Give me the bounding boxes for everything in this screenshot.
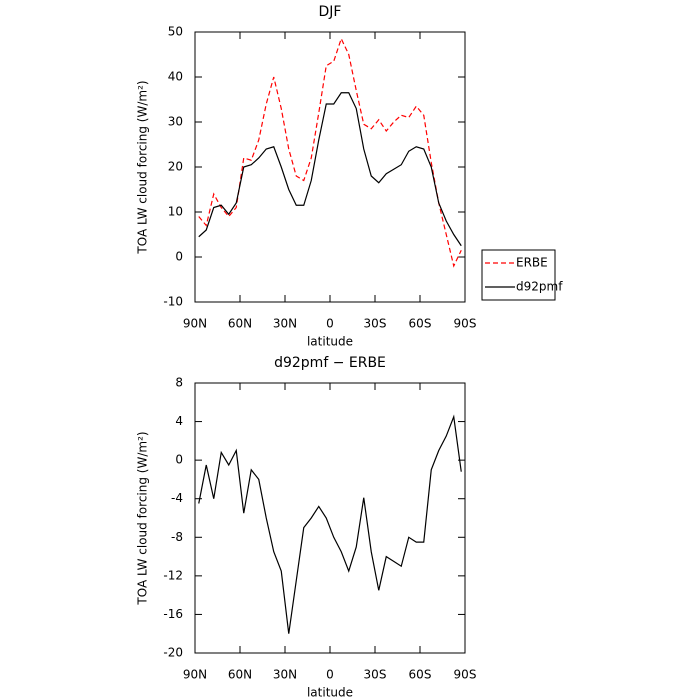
y-tick-label: -12 <box>163 568 183 582</box>
y-tick-label: 10 <box>168 205 183 219</box>
data-line <box>198 92 462 247</box>
y-tick-label: 8 <box>175 376 183 390</box>
x-tick-label: 30S <box>364 668 387 682</box>
x-tick-label: 60N <box>228 317 252 331</box>
plot-frame <box>194 31 466 303</box>
y-tick-label: -4 <box>171 491 183 505</box>
y-tick-label: 0 <box>175 250 183 264</box>
plot-frame <box>194 382 466 654</box>
x-tick-label: 90N <box>183 668 207 682</box>
legend-box <box>481 249 556 301</box>
y-tick-label: 4 <box>175 414 183 428</box>
x-tick-label: 60S <box>409 668 432 682</box>
y-tick-label: 30 <box>168 115 183 129</box>
y-tick-label: -10 <box>163 295 183 309</box>
x-tick-label: 90S <box>454 317 477 331</box>
x-tick-label: 30N <box>273 317 297 331</box>
x-axis-label: latitude <box>307 686 353 700</box>
x-tick-label: 0 <box>326 668 334 682</box>
x-axis-label: latitude <box>307 335 353 349</box>
chart-title: DJF <box>319 4 342 20</box>
x-tick-label: 30N <box>273 668 297 682</box>
y-tick-label: 50 <box>168 25 183 39</box>
x-tick-label: 60N <box>228 668 252 682</box>
y-axis-label: TOA LW cloud forcing (W/m²) <box>136 80 150 254</box>
y-tick-label: 20 <box>168 160 183 174</box>
legend-label: ERBE <box>516 256 548 270</box>
y-axis-label: TOA LW cloud forcing (W/m²) <box>136 431 150 605</box>
x-tick-label: 60S <box>409 317 432 331</box>
y-tick-label: 40 <box>168 70 183 84</box>
data-line <box>198 37 462 268</box>
data-line <box>198 414 462 634</box>
y-tick-label: -20 <box>163 646 183 660</box>
y-tick-label: -16 <box>163 607 183 621</box>
x-tick-label: 30S <box>364 317 387 331</box>
x-tick-label: 0 <box>326 317 334 331</box>
chart-title: d92pmf − ERBE <box>274 355 386 371</box>
y-tick-label: -8 <box>171 530 183 544</box>
y-tick-label: 0 <box>175 453 183 467</box>
x-tick-label: 90S <box>454 668 477 682</box>
legend-label: d92pmf <box>516 280 563 294</box>
x-tick-label: 90N <box>183 317 207 331</box>
